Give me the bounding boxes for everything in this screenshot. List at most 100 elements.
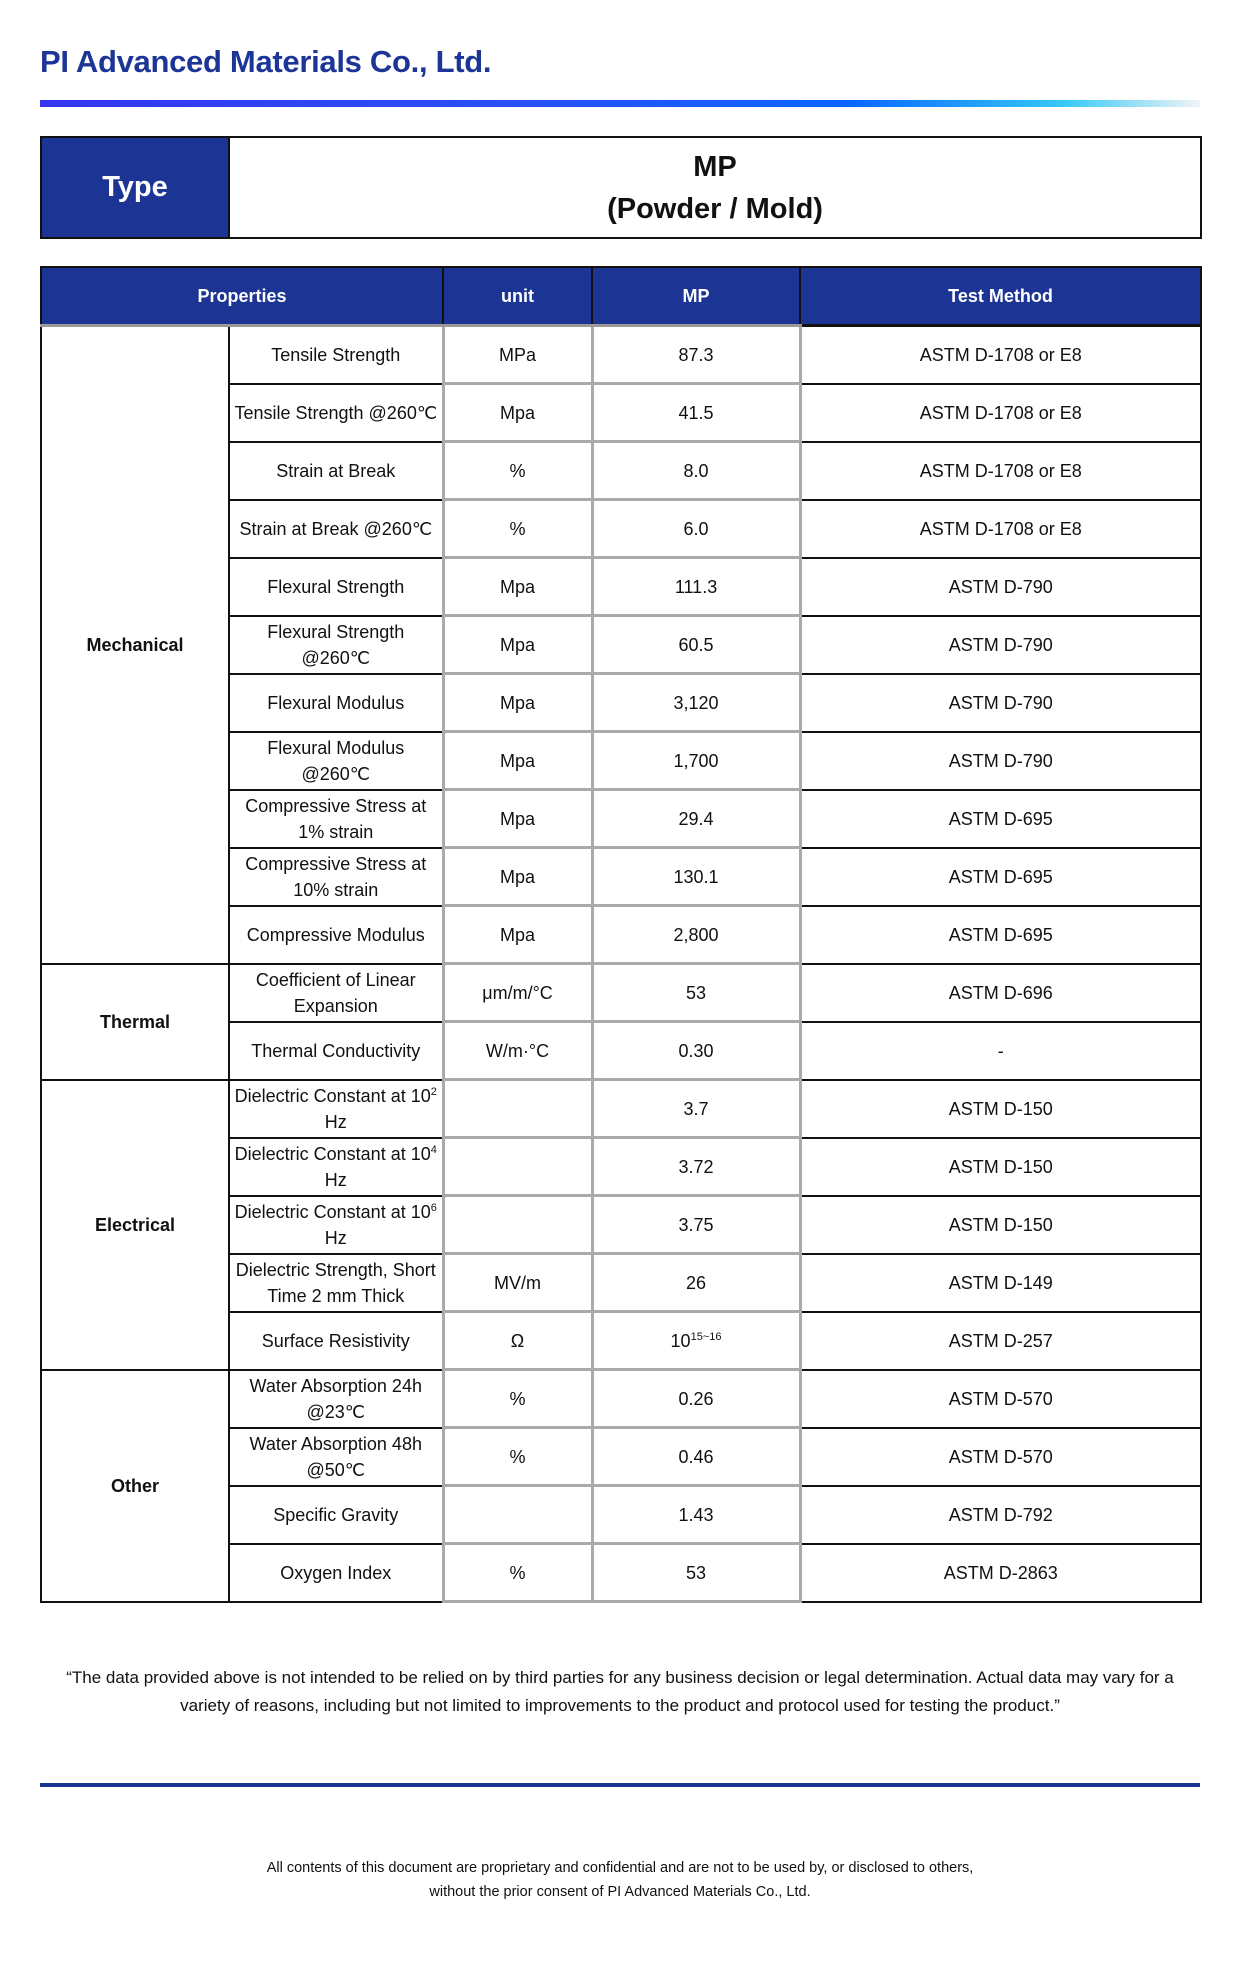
value-cell: 60.5 — [590, 614, 802, 675]
test-method-cell: ASTM D-1708 or E8 — [799, 498, 1203, 559]
value-cell: 1015~16 — [590, 1310, 802, 1371]
unit-cell — [441, 1194, 594, 1255]
table-row: Oxygen Index% 53 ASTM D-2863 — [41, 1542, 1203, 1603]
property-cell: Dielectric Strength, Short Time 2 mm Thi… — [227, 1252, 445, 1313]
test-method-cell: ASTM D-696 — [799, 962, 1203, 1023]
value-cell: 2,800 — [590, 904, 802, 965]
property-cell: Dielectric Constant at 102 Hz — [227, 1078, 445, 1139]
property-cell: Coefficient of Linear Expansion — [227, 962, 445, 1023]
table-row: Compressive Stress at 1% strain Mpa 29.4 AS… — [41, 788, 1203, 849]
header-unit: unit — [442, 266, 594, 327]
header-mp: MP — [591, 266, 802, 327]
value-cell: 3.72 — [590, 1136, 802, 1197]
type-label: Type — [42, 138, 230, 237]
test-method-cell: ASTM D-2863 — [799, 1542, 1203, 1603]
table-row: Mechanical Tensile Strength MPa 87.3 ASTM D-… — [40, 324, 1203, 965]
unit-cell: % — [441, 1368, 594, 1429]
test-method-cell: ASTM D-149 — [799, 1252, 1203, 1313]
table-row: Dielectric Strength, Short Time 2 mm Thi… — [41, 1252, 1203, 1313]
unit-cell: μm/m/°C — [441, 962, 594, 1023]
test-method-cell: ASTM D-695 — [799, 904, 1203, 965]
test-method-cell: ASTM D-1708 or E8 — [799, 324, 1203, 385]
table-row: Dielectric Constant at 106 Hz 3.75 ASTM D-… — [41, 1194, 1203, 1255]
property-cell: Dielectric Constant at 106 Hz — [227, 1194, 445, 1255]
property-cell: Flexural Modulus — [227, 672, 445, 733]
table-header-row: Properties unit MP Test Method — [39, 266, 1203, 327]
value-cell: 111.3 — [590, 556, 802, 617]
table-row: Dielectric Constant at 104 Hz 3.72 ASTM D-… — [41, 1136, 1203, 1197]
type-value-name: MP — [693, 150, 737, 183]
test-method-cell: ASTM D-570 — [799, 1368, 1203, 1429]
value-cell: 29.4 — [590, 788, 802, 849]
type-value-form: (Powder / Mold) — [607, 192, 823, 225]
value-superscript: 15~16 — [690, 1330, 722, 1343]
table-row: Electrical Dielectric Constant at 102 Hz 3… — [40, 1078, 1203, 1371]
test-method-cell: ASTM D-570 — [799, 1426, 1203, 1487]
value-cell: 8.0 — [590, 440, 802, 501]
value-cell: 41.5 — [590, 382, 802, 443]
footer-divider — [40, 1783, 1200, 1787]
unit-cell: % — [441, 1426, 594, 1487]
test-method-cell: ASTM D-150 — [799, 1194, 1203, 1255]
category-cell: Other — [40, 1368, 230, 1603]
type-value: MP (Powder / Mold) — [230, 138, 1200, 237]
table-row: Flexural Strength Mpa 111.3 ASTM D-790 — [41, 556, 1203, 617]
table-row: Compressive Modulus Mpa 2,800 ASTM D-695 — [41, 904, 1203, 965]
property-cell: Strain at Break — [227, 440, 445, 501]
category-cell: Mechanical — [40, 324, 230, 965]
footer-line-2: without the prior consent of PI Advanced… — [429, 1884, 811, 1900]
header-test-method: Test Method — [799, 266, 1203, 327]
value-cell: 1,700 — [590, 730, 802, 791]
table-row: Water Absorption 48h @50℃% 0.46 ASTM D-570 — [41, 1426, 1203, 1487]
property-cell: Tensile Strength @260℃ — [227, 382, 445, 443]
value-cell: 53 — [590, 962, 802, 1023]
company-title: PI Advanced Materials Co., Ltd. — [40, 44, 492, 79]
properties-table: Properties unit MP Test Method Mechanica… — [39, 266, 1203, 1603]
table-row: Specific Gravity 1.43 ASTM D-792 — [41, 1484, 1203, 1545]
property-cell: Specific Gravity — [227, 1484, 445, 1545]
test-method-cell: ASTM D-257 — [799, 1310, 1203, 1371]
unit-cell: Mpa — [441, 846, 594, 907]
footer-line-1: All contents of this document are propri… — [266, 1860, 974, 1876]
table-row: Strain at Break% 8.0 ASTM D-1708 or E8 — [41, 440, 1203, 501]
disclaimer: “The data provided above is not intended… — [66, 1668, 1174, 1715]
table-row: Other Water Absorption 24h @23℃% 0.26 ASTM … — [40, 1368, 1203, 1603]
property-cell: Tensile Strength — [227, 324, 445, 385]
property-superscript: 6 — [430, 1201, 437, 1214]
footer: All contents of this document are propri… — [60, 1856, 1180, 1904]
table-row: Thermal Coefficient of Linear Expansion μm… — [40, 962, 1203, 1081]
property-cell: Water Absorption 48h @50℃ — [227, 1426, 445, 1487]
unit-cell: Ω — [441, 1310, 594, 1371]
unit-cell — [441, 1136, 594, 1197]
value-cell: 0.30 — [590, 1020, 802, 1081]
unit-cell: % — [441, 1542, 594, 1603]
value-cell: 26 — [590, 1252, 802, 1313]
category-cell: Electrical — [40, 1078, 230, 1371]
value-cell: 3.7 — [590, 1078, 802, 1139]
value-cell: 6.0 — [590, 498, 802, 559]
header-properties: Properties — [39, 266, 445, 327]
unit-cell: Mpa — [441, 556, 594, 617]
value-cell: 130.1 — [590, 846, 802, 907]
test-method-cell: ASTM D-1708 or E8 — [799, 382, 1203, 443]
test-method-cell: ASTM D-150 — [799, 1136, 1203, 1197]
property-cell: Oxygen Index — [227, 1542, 445, 1603]
property-cell: Compressive Modulus — [227, 904, 445, 965]
test-method-cell: ASTM D-150 — [799, 1078, 1203, 1139]
property-cell: Compressive Stress at 10% strain — [227, 846, 445, 907]
unit-cell: Mpa — [441, 614, 594, 675]
test-method-cell: ASTM D-790 — [799, 614, 1203, 675]
table-row: Flexural Strength @260℃ Mpa 60.5 ASTM D-790 — [41, 614, 1203, 675]
table-row: Compressive Stress at 10% strain Mpa 130.1… — [41, 846, 1203, 907]
unit-cell: MV/m — [441, 1252, 594, 1313]
value-cell: 3.75 — [590, 1194, 802, 1255]
unit-cell: Mpa — [441, 788, 594, 849]
table-row: Flexural Modulus @260℃ Mpa 1,700 ASTM D-790 — [41, 730, 1203, 791]
table-row: Flexural Modulus Mpa 3,120 ASTM D-790 — [41, 672, 1203, 733]
value-cell: 3,120 — [590, 672, 802, 733]
value-cell: 87.3 — [590, 324, 802, 385]
table-row: Tensile Strength @260℃ Mpa 41.5 ASTM D-1708… — [41, 382, 1203, 443]
value-cell: 0.26 — [590, 1368, 802, 1429]
unit-cell: Mpa — [441, 382, 594, 443]
test-method-cell: ASTM D-790 — [799, 730, 1203, 791]
